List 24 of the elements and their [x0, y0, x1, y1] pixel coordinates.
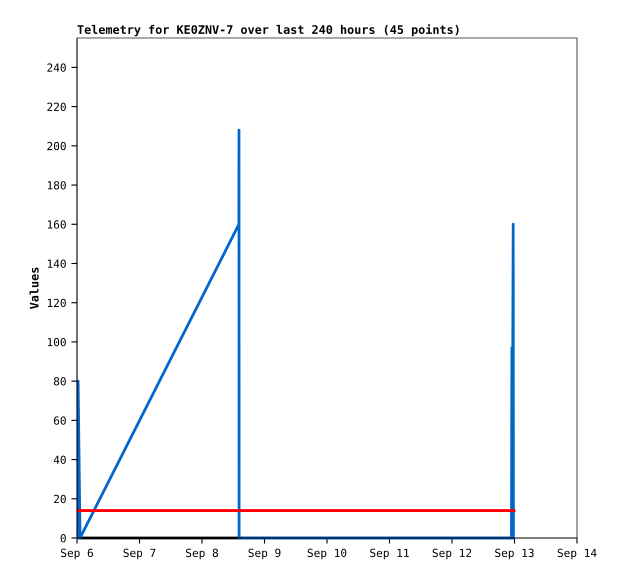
y-tick-label: 180: [48, 181, 66, 190]
y-tick-label: 120: [48, 298, 66, 308]
y-tick-label: 20: [54, 494, 66, 504]
y-tick-label: 80: [54, 377, 66, 386]
y-tick-label: 140: [48, 259, 66, 268]
x-tick-label: Sep 12: [432, 548, 472, 560]
y-tick-label: 220: [47, 102, 66, 112]
y-tick-label: 60: [54, 416, 66, 425]
y-tick-label: 200: [47, 142, 66, 150]
y-tick-label: 240: [47, 63, 66, 72]
y-tick-label: 100: [48, 338, 66, 346]
y-tick-label: 0: [60, 534, 66, 542]
y-tick-label: 160: [48, 220, 66, 229]
y-tick-label: 40: [54, 456, 66, 464]
x-tick-label: Sep 13: [495, 548, 534, 560]
x-tick-label: Sep 9: [248, 548, 280, 560]
x-tick-label: Sep 7: [124, 548, 156, 560]
chart-title: Telemetry for KE0ZNV-7 over last 240 hours (45 points): [78, 24, 459, 36]
x-tick-label: Sep 11: [370, 548, 409, 560]
x-tick-label: Sep 8: [186, 548, 218, 560]
x-tick-label: Sep 14: [558, 548, 597, 560]
y-axis-title: Values: [30, 268, 39, 309]
x-tick-label: Sep 6: [61, 548, 94, 560]
x-tick-label: Sep 10: [308, 548, 346, 560]
